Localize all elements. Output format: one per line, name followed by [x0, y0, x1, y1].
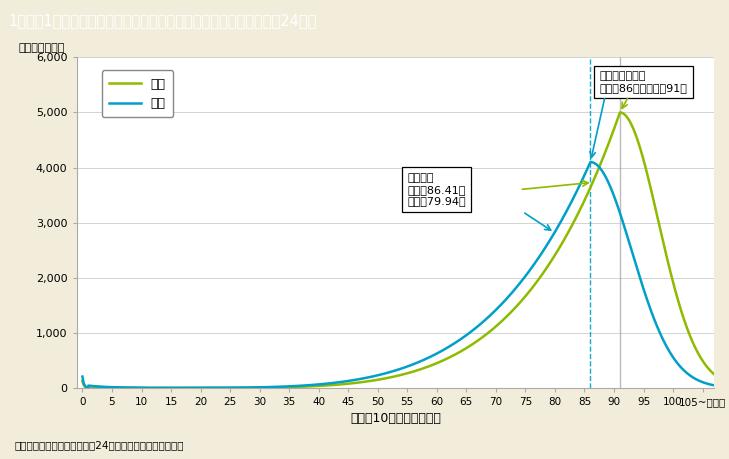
- 男性: [576, 181, 585, 186]
- 女性: [386, 375, 394, 380]
- 女性: [137, 385, 146, 391]
- 男性: [692, 377, 701, 382]
- 女性: [110, 385, 119, 390]
- 女性: [78, 378, 87, 384]
- 男性: [369, 374, 378, 379]
- Text: 1－特－1図　平均寿命及び死亡数が最大になる年齢（男女別，平成24年）: 1－特－1図 平均寿命及び死亡数が最大になる年齢（男女別，平成24年）: [9, 13, 317, 28]
- Text: （備考）　厚生労働省「平成24年簡易生命表」より作成。: （備考） 厚生労働省「平成24年簡易生命表」より作成。: [15, 440, 184, 450]
- 女性: [576, 206, 585, 212]
- Legend: 女性, 男性: 女性, 男性: [102, 70, 174, 118]
- Text: 死亡数最大年齢
男性：86歳　女性：91歳: 死亡数最大年齢 男性：86歳 女性：91歳: [599, 71, 687, 93]
- Line: 男性: 男性: [82, 162, 714, 388]
- 男性: [110, 385, 119, 390]
- 男性: [710, 383, 719, 388]
- 男性: [78, 374, 87, 379]
- 男性: [137, 385, 146, 391]
- 女性: [616, 110, 625, 115]
- 女性: [693, 348, 701, 353]
- Line: 女性: 女性: [82, 112, 714, 388]
- 男性: [386, 369, 394, 375]
- 女性: [692, 347, 701, 353]
- 男性: [693, 377, 701, 382]
- Text: 平均寿命
女性：86.41年
男性：79.94年: 平均寿命 女性：86.41年 男性：79.94年: [408, 173, 466, 206]
- X-axis label: 出生児10万人の死亡年齢: 出生児10万人の死亡年齢: [350, 413, 441, 425]
- Text: （死亡数，人）: （死亡数，人）: [18, 43, 65, 53]
- 男性: [586, 159, 595, 165]
- 女性: [710, 372, 719, 377]
- 女性: [369, 378, 378, 383]
